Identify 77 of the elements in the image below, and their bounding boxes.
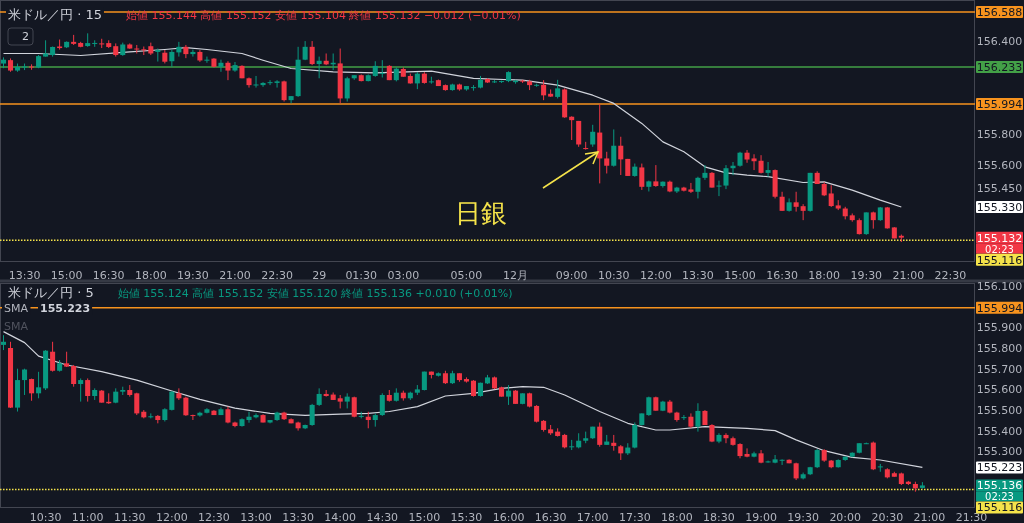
- y-tick-label: 156.100: [976, 279, 1023, 293]
- x-tick-label: 05:00: [450, 269, 483, 282]
- chart-title: 米ドル／円 · 5: [8, 285, 94, 300]
- x-tick-label: 21:00: [892, 269, 925, 282]
- x-tick-label: 16:30: [766, 269, 798, 282]
- x-tick-label: 22:30: [261, 269, 293, 282]
- y-tick-label: 155.500: [976, 404, 1023, 418]
- x-tick-label: 01:30: [345, 269, 378, 282]
- x-tick-label: 13:30: [682, 269, 714, 282]
- x-tick-label: 10:30: [29, 511, 62, 523]
- x-tick-label: 14:00: [324, 511, 357, 523]
- y-tick-label: 155.800: [976, 128, 1023, 142]
- x-tick-label: 10:30: [597, 269, 630, 282]
- x-tick-label: 15:00: [724, 269, 756, 282]
- ref-line-label: 155.994: [976, 301, 1023, 315]
- x-tick-label: 17:30: [618, 511, 651, 523]
- x-tick-label: 17:00: [576, 511, 609, 523]
- chart-subtitle: 始値 155.124 高値 155.152 安値 155.120 終値 155.136 +0.010 (+0.01%): [117, 287, 513, 300]
- x-tick-label: 12:00: [156, 511, 188, 523]
- x-tick-label: 12月: [503, 269, 529, 282]
- text: 米ドル／円 · 15: [8, 7, 102, 22]
- x-tick-label: 12:00: [639, 269, 672, 282]
- text: 155.330: [976, 200, 1023, 214]
- x-tick-label: 13:30: [282, 511, 314, 523]
- x-tick-label: 21:00: [913, 511, 946, 523]
- x-tick-label: 11:30: [113, 511, 146, 523]
- x-tick-label: 11:00: [71, 511, 104, 523]
- x-tick-label: 18:00: [808, 269, 841, 282]
- x-tick-label: 13:30: [8, 269, 41, 282]
- text: 始値 155.144 高値 155.152 安値 155.104 終値 155.132 −0.012 (−0.01%): [125, 9, 521, 22]
- line-series: [2, 331, 923, 468]
- text: 155.136: [976, 479, 1023, 493]
- x-tick-label: 13:00: [240, 511, 272, 523]
- x-tick-label: 16:30: [92, 269, 125, 282]
- ref-line-label: 156.233: [976, 60, 1023, 74]
- x-tick-label: 14:30: [366, 511, 399, 523]
- text: 02:23: [985, 243, 1014, 255]
- text: 155.132: [976, 231, 1023, 245]
- annotation: 日銀: [455, 198, 507, 228]
- x-tick-label: 15:00: [50, 269, 83, 282]
- x-tick-label: 15:30: [450, 511, 483, 523]
- x-tick-label: 18:30: [703, 511, 735, 523]
- x-tick-label: 03:00: [387, 269, 420, 282]
- x-tick-label: 29: [312, 269, 327, 282]
- x-tick-label: 19:30: [177, 269, 209, 282]
- x-tick-label: 18:00: [134, 269, 167, 282]
- x-tick-label: 15:00: [408, 511, 441, 523]
- ref-line-label: 155.994: [976, 98, 1023, 112]
- y-tick-label: 155.900: [976, 321, 1023, 335]
- x-tick-label: 16:30: [534, 511, 567, 523]
- ref-line-label: 155.116: [976, 253, 1023, 267]
- x-tick-label: 09:00: [555, 269, 588, 282]
- x-tick-label: 22:30: [934, 269, 967, 282]
- y-tick-label: 155.400: [976, 424, 1023, 438]
- annotation: SMA: [4, 320, 29, 333]
- y-tick-label: 155.450: [976, 182, 1023, 196]
- y-tick-label: 155.600: [976, 159, 1023, 173]
- text: 02:23: [985, 491, 1014, 503]
- x-tick-label: 12:30: [198, 511, 230, 523]
- x-tick-label: 19:00: [745, 511, 777, 523]
- ref-line-label: 156.588: [976, 5, 1023, 19]
- y-tick-label: 155.700: [976, 362, 1023, 376]
- y-tick-label: 155.800: [976, 342, 1023, 355]
- x-tick-label: 19:30: [787, 511, 819, 523]
- text: 155.223: [976, 461, 1023, 475]
- y-tick-label: 155.600: [976, 383, 1023, 397]
- x-tick-label: 20:30: [871, 511, 904, 523]
- annotation: 2: [22, 30, 29, 43]
- annotation: 155.223: [40, 302, 91, 315]
- y-tick-label: 155.300: [976, 445, 1023, 459]
- x-tick-label: 20:00: [829, 511, 862, 523]
- series-label: SMA: [4, 302, 29, 315]
- x-tick-label: 19:30: [850, 269, 883, 282]
- y-tick-label: 156.400: [976, 35, 1023, 49]
- x-tick-label: 21:00: [219, 269, 251, 282]
- x-tick-label: 18:00: [661, 511, 693, 523]
- x-tick-label: 16:00: [492, 511, 525, 523]
